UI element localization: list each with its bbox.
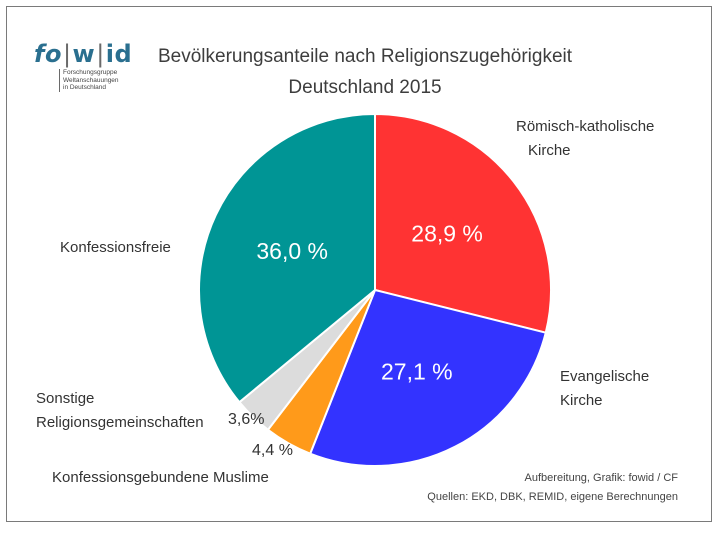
value-label-sonstige: 3,6%	[228, 411, 265, 428]
logo-subtitle: Forschungsgruppe Weltanschauungen in Deu…	[59, 69, 124, 92]
value-label-muslime: 4,4 %	[252, 442, 293, 459]
logo-id: id	[105, 40, 133, 68]
label-muslime: Konfessionsgebundene Muslime	[52, 469, 269, 486]
logo-wordmark: fo|w|id	[34, 40, 133, 68]
fowid-logo: fo|w|id Forschungsgruppe Weltanschauunge…	[34, 40, 133, 92]
label-katholisch-line1: Römisch-katholische	[516, 118, 655, 135]
logo-sub-line1: Forschungsgruppe	[63, 69, 118, 76]
label-sonstige-line1: Sonstige	[36, 390, 95, 407]
label-katholisch: Römisch-katholische Kirche	[516, 115, 654, 163]
logo-sub-line3: in Deutschland	[63, 84, 106, 91]
label-sonstige: Sonstige Religionsgemeinschaften	[36, 387, 204, 435]
value-label-konfessionsfrei: 36,0 %	[256, 238, 328, 264]
label-konfessionsfrei: Konfessionsfreie	[60, 239, 171, 256]
logo-sub-line2: Weltanschauungen	[63, 76, 119, 84]
pie-slice-evangelisch	[308, 288, 547, 467]
credit-line-2: Quellen: EKD, DBK, REMID, eigene Berechn…	[427, 491, 678, 503]
pie-slice-konfessionsfrei	[198, 112, 376, 404]
logo-fo: fo	[34, 40, 62, 68]
label-sonstige-line2: Religionsgemeinschaften	[36, 414, 204, 431]
value-label-katholisch: 28,9 %	[411, 221, 483, 247]
pie-slice-katholisch	[374, 112, 552, 334]
label-evangelisch-line2: Kirche	[560, 392, 603, 409]
label-evangelisch-line1: Evangelische	[560, 368, 650, 385]
credit-line-1: Aufbereitung, Grafik: fowid / CF	[524, 472, 678, 484]
label-evangelisch: Evangelische Kirche	[560, 365, 649, 413]
value-label-evangelisch: 27,1 %	[381, 358, 453, 384]
chart-title: Bevölkerungsanteile nach Religionszugehö…	[157, 46, 573, 67]
chart-subtitle: Deutschland 2015	[288, 77, 442, 98]
label-katholisch-line2: Kirche	[528, 142, 571, 159]
chart-frame	[6, 6, 712, 522]
logo-w: w	[72, 40, 96, 68]
